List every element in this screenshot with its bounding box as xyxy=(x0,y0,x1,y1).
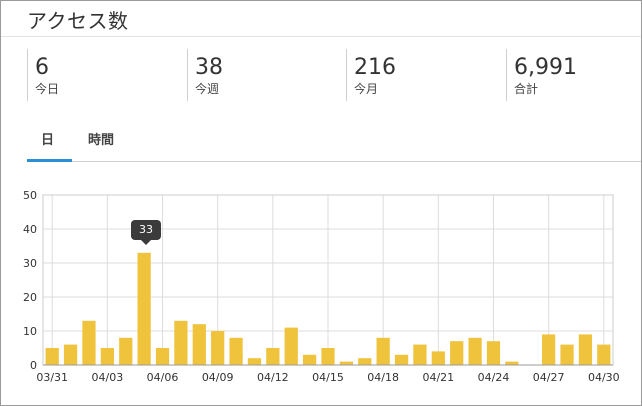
bar xyxy=(192,324,206,365)
stat-month-label: 今月 xyxy=(354,82,379,96)
bar xyxy=(486,341,501,365)
x-tick-label: 04/15 xyxy=(312,371,344,384)
bar xyxy=(597,344,611,365)
bar xyxy=(339,361,354,365)
bar xyxy=(321,348,335,365)
tabs-divider xyxy=(27,161,641,162)
stat-month-value: 216 xyxy=(354,55,396,80)
bar xyxy=(155,348,170,365)
tab-hour[interactable]: 時間 xyxy=(88,133,115,148)
x-tick-label: 04/12 xyxy=(257,371,289,384)
y-tick-label: 30 xyxy=(23,257,37,270)
y-tick-label: 50 xyxy=(23,189,37,202)
bar xyxy=(376,337,390,365)
x-tick-label: 04/24 xyxy=(478,371,510,384)
tab-day[interactable]: 日 xyxy=(41,133,55,148)
y-tick-label: 40 xyxy=(23,223,37,236)
bar xyxy=(578,334,593,365)
bar xyxy=(284,327,298,365)
bar xyxy=(45,348,59,365)
bar xyxy=(431,351,445,365)
x-tick-label: 04/30 xyxy=(588,371,620,384)
active-tab-indicator xyxy=(27,159,72,162)
x-tick-label: 04/06 xyxy=(147,371,179,384)
x-tick-label: 04/09 xyxy=(202,371,234,384)
title-divider xyxy=(1,36,641,37)
stat-today-value: 6 xyxy=(35,55,49,80)
bar xyxy=(468,337,482,365)
bar xyxy=(82,320,96,365)
stat-week-value: 38 xyxy=(195,55,223,80)
bar xyxy=(63,344,78,365)
bar xyxy=(211,331,225,365)
bar-tooltip: 33 xyxy=(131,220,161,240)
x-tick-label: 03/31 xyxy=(36,371,68,384)
bar xyxy=(560,344,574,365)
y-tick-label: 10 xyxy=(23,325,37,338)
stat-week: 38 今週 xyxy=(187,49,223,101)
bar xyxy=(505,361,519,365)
stat-month: 216 今月 xyxy=(346,49,396,101)
bar xyxy=(229,337,243,365)
bar xyxy=(358,358,372,365)
bar xyxy=(542,334,556,365)
bar-tooltip-arrow xyxy=(141,240,151,245)
x-tick-label: 04/03 xyxy=(92,371,124,384)
stat-total-value: 6,991 xyxy=(514,55,577,80)
bar xyxy=(302,354,317,365)
stat-total-label: 合計 xyxy=(514,82,539,96)
bar xyxy=(100,348,114,365)
bar xyxy=(119,337,133,365)
bar xyxy=(174,320,188,365)
bar xyxy=(247,358,262,365)
panel-title: アクセス数 xyxy=(27,9,129,33)
bar xyxy=(266,348,280,365)
x-tick-label: 04/21 xyxy=(422,371,454,384)
bar xyxy=(394,354,409,365)
bar xyxy=(137,252,151,365)
stat-week-label: 今週 xyxy=(195,82,220,96)
stat-total: 6,991 合計 xyxy=(506,49,577,101)
bar xyxy=(450,341,464,365)
x-tick-label: 04/18 xyxy=(367,371,399,384)
y-tick-label: 20 xyxy=(23,291,37,304)
stat-today-label: 今日 xyxy=(35,82,60,96)
stat-today: 6 今日 xyxy=(27,49,59,101)
bar xyxy=(413,344,427,365)
x-tick-label: 04/27 xyxy=(533,371,565,384)
daily-access-bar-chart: 0 10 20 30 40 50 03/31 04/03 04/06 04/09 04/12 04/1… xyxy=(23,189,620,384)
y-tick-label: 0 xyxy=(30,359,37,372)
